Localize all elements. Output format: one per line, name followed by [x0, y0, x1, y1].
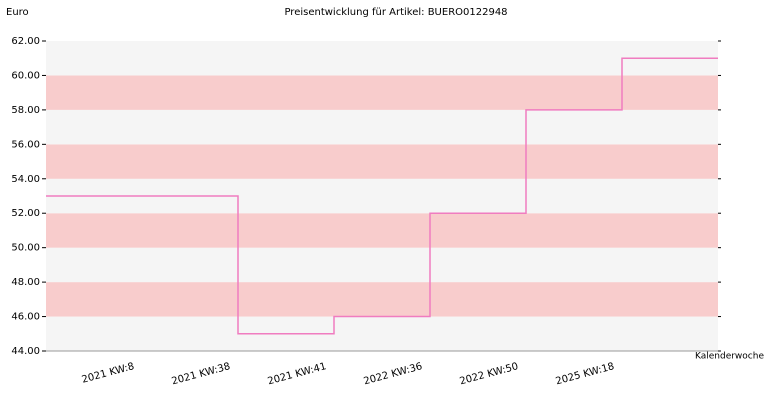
y-tick-label: 56.00	[11, 139, 40, 150]
price-line	[46, 57, 718, 335]
x-tick-label: 2021 KW:38	[171, 361, 232, 387]
x-tick-label: 2021 KW:41	[267, 361, 328, 387]
x-tick-label: 2022 KW:36	[363, 361, 424, 387]
grid-band	[46, 144, 718, 179]
grid-band	[46, 282, 718, 317]
y-tick-label: 44.00	[11, 346, 40, 357]
x-tick-label: 2022 KW:50	[459, 361, 520, 387]
grid-band	[46, 213, 718, 248]
y-tick-label: 58.00	[11, 105, 40, 116]
y-tick-label: 54.00	[11, 174, 40, 185]
x-tick-label: 2025 KW:18	[555, 361, 616, 387]
y-tick-label: 46.00	[11, 312, 40, 323]
x-axis-label: Kalenderwoche	[695, 352, 764, 362]
y-axis-label: Euro	[6, 7, 29, 18]
y-tick-label: 48.00	[11, 277, 40, 288]
y-tick-label: 50.00	[11, 243, 40, 254]
grid-band	[46, 316, 718, 351]
grid-band	[46, 41, 718, 76]
y-tick-label: 62.00	[11, 36, 40, 47]
grid-band	[46, 247, 718, 283]
grid-band	[46, 109, 718, 145]
y-tick-label: 52.00	[11, 208, 40, 219]
y-tick-label: 60.00	[11, 70, 40, 81]
grid-band	[46, 75, 718, 110]
chart-title: Preisentwicklung für Artikel: BUERO01229…	[284, 7, 507, 18]
x-tick-label: 2021 KW:8	[81, 361, 136, 386]
